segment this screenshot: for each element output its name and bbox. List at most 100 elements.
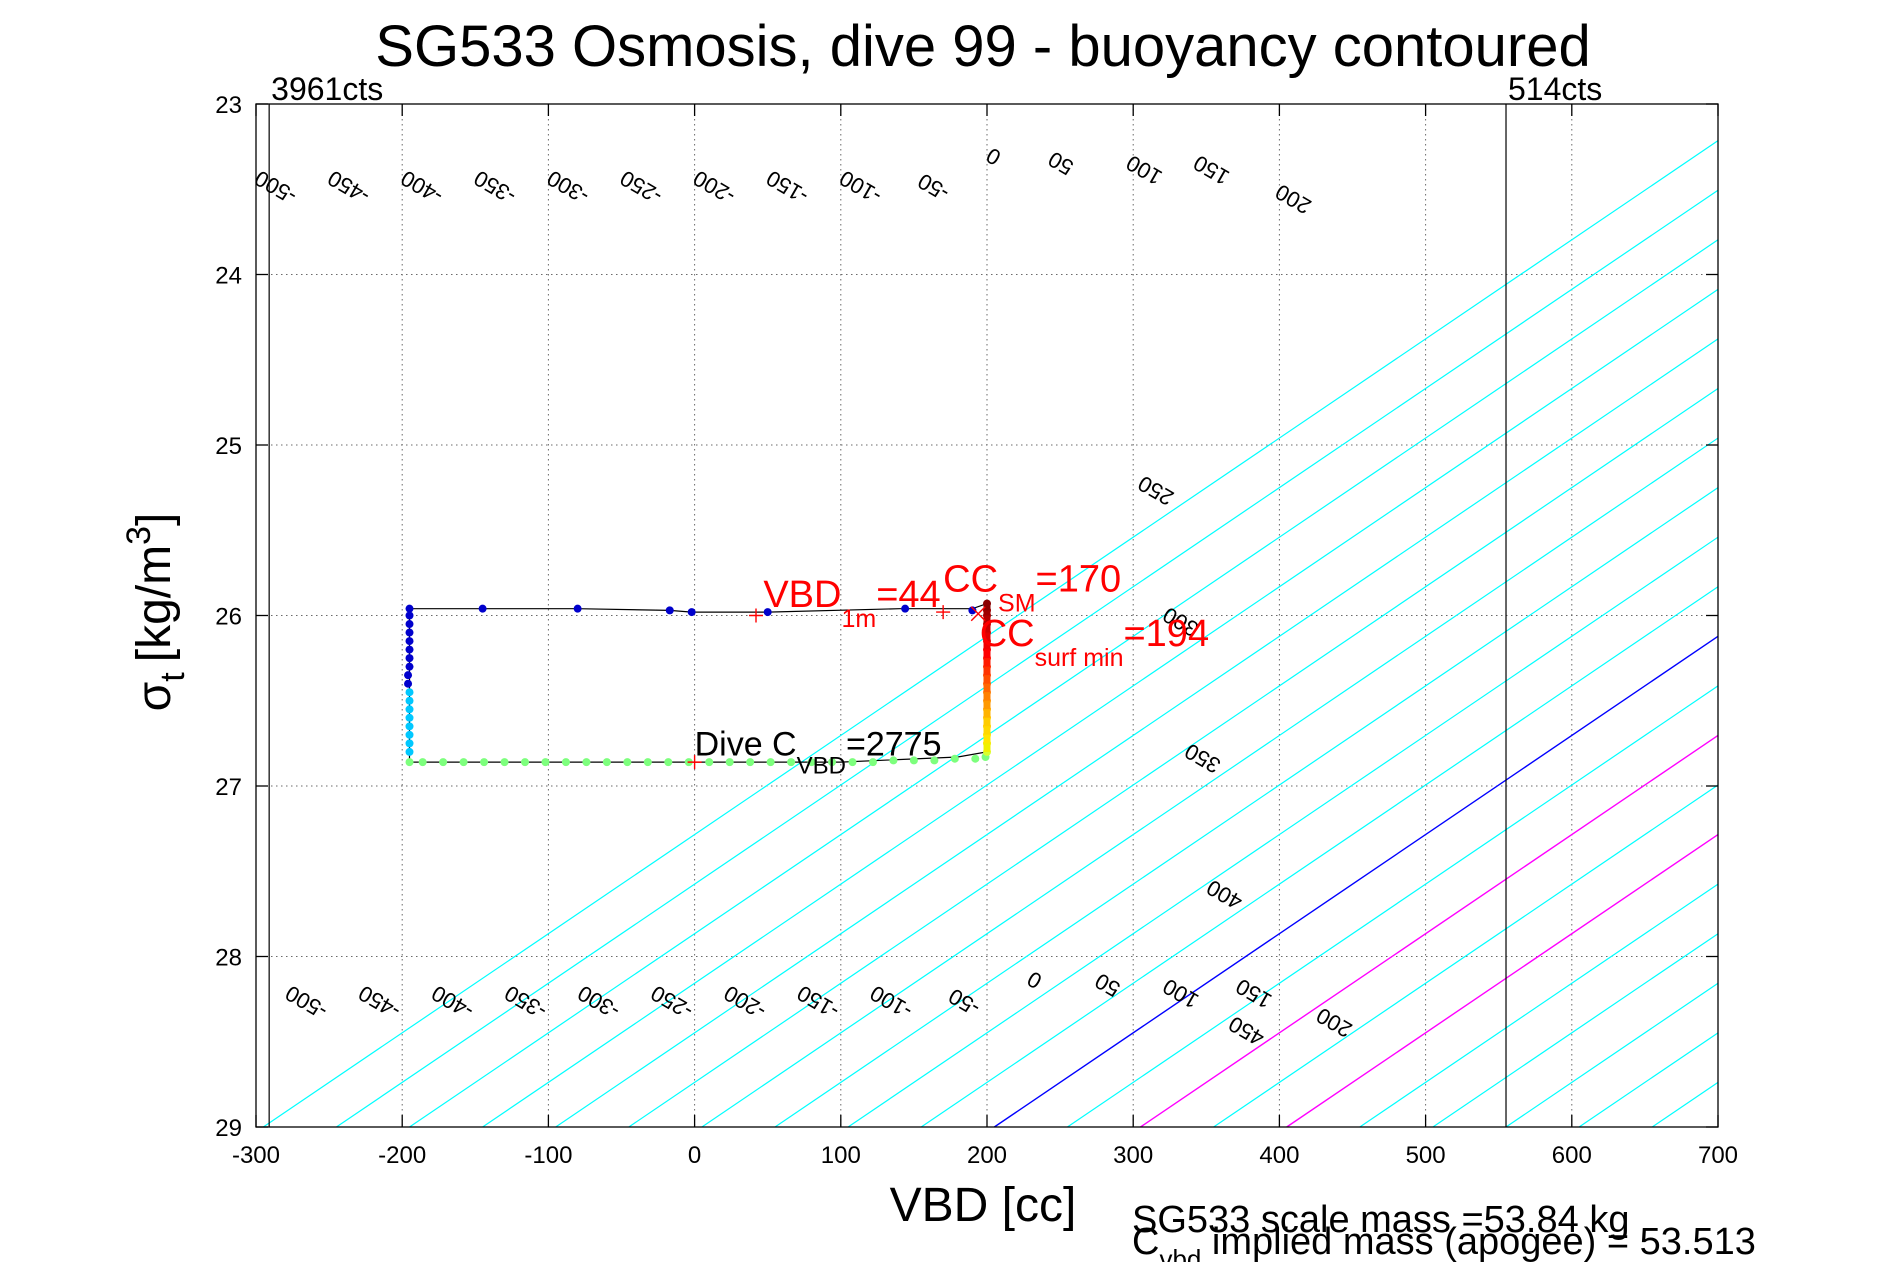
annotation-part: =194: [1123, 613, 1209, 655]
data-point: [405, 696, 414, 705]
contour-line: [1213, 784, 1719, 1128]
y-tick-label: 25: [215, 433, 242, 460]
counts-right-label: 514cts: [1508, 71, 1602, 107]
annotation-label: Dive CVBD=2775: [695, 725, 942, 779]
annotation-label: VBD1m=44: [763, 574, 940, 633]
x-tick-label: 400: [1259, 1142, 1299, 1169]
contour-line: [1359, 883, 1719, 1128]
x-tick-label: 300: [1113, 1142, 1153, 1169]
data-point: [602, 758, 611, 767]
data-point: [404, 671, 413, 680]
annotation-part: =170: [1036, 559, 1122, 601]
chart-title: SG533 Osmosis, dive 99 - buoyancy contou…: [375, 14, 1590, 79]
data-point: [746, 758, 755, 767]
data-point: [889, 756, 898, 765]
data-point: [405, 705, 414, 714]
x-tick-label: 500: [1406, 1142, 1446, 1169]
x-tick-label: 100: [821, 1142, 861, 1169]
data-point: [623, 758, 632, 767]
data-point: [500, 758, 509, 767]
contour-line: [628, 388, 1719, 1128]
data-point: [405, 662, 414, 671]
data-point: [573, 604, 582, 613]
x-tick-label: -100: [524, 1142, 572, 1169]
contour-line: [482, 288, 1719, 1128]
annotation-part: SM: [998, 590, 1036, 618]
data-point: [405, 722, 414, 731]
data-point: [665, 606, 674, 615]
data-point: [478, 604, 487, 613]
y-axis-label: σt [kg/m3]: [120, 513, 192, 712]
annotation-part: surf min: [1035, 644, 1124, 672]
x-tick-label: 200: [967, 1142, 1007, 1169]
annotation-part: CC: [980, 613, 1035, 655]
data-point: [405, 654, 414, 663]
data-point: [405, 637, 414, 646]
contour-line: [1432, 933, 1719, 1128]
y-tick-label: 28: [215, 945, 242, 972]
data-point: [763, 608, 772, 617]
annotation-label: CCsurf min=194: [980, 613, 1209, 672]
plus-marker: [687, 755, 702, 770]
annotation-part: Dive C: [695, 725, 797, 763]
y-axis-label-close: ]: [128, 513, 181, 526]
annotation-part: CC: [943, 559, 998, 601]
x-tick-label: 0: [688, 1142, 701, 1169]
contour-line: [409, 239, 1719, 1128]
data-point: [439, 758, 448, 767]
data-point: [418, 758, 427, 767]
dive-track: [404, 599, 991, 767]
data-point: [405, 739, 414, 748]
annotation-part: =2775: [846, 725, 942, 763]
x-tick-label: 700: [1698, 1142, 1738, 1169]
x-tick-label: -300: [232, 1142, 280, 1169]
contour-line: [920, 586, 1719, 1128]
count-limit-lines: 3961cts 514cts: [268, 71, 1602, 1127]
data-point: [541, 758, 550, 767]
data-point: [725, 758, 734, 767]
y-axis-label-units: [kg/m: [128, 545, 181, 662]
y-axis-label-superscript: 3: [120, 526, 158, 545]
footer-implied-mass-symbol: C: [1132, 1221, 1159, 1262]
data-point: [405, 628, 414, 637]
data-point: [405, 747, 414, 756]
data-point: [405, 730, 414, 739]
data-point: [787, 758, 796, 767]
data-point: [971, 754, 980, 763]
x-marker: [970, 606, 986, 622]
data-point: [868, 758, 877, 767]
contour-line: [1067, 685, 1719, 1128]
data-point: [687, 608, 696, 617]
contour-line: [1505, 982, 1719, 1128]
data-point: [459, 758, 468, 767]
x-tick-label: 600: [1552, 1142, 1592, 1169]
footer-implied-mass-subscript: vbd: [1159, 1244, 1201, 1262]
contour-line: [847, 536, 1719, 1128]
reference-markers: [687, 605, 986, 770]
plus-marker: [749, 608, 764, 623]
data-point: [643, 758, 652, 767]
data-point: [828, 758, 837, 767]
contour-line: [1578, 1032, 1719, 1128]
data-point: [901, 604, 910, 613]
data-point: [405, 611, 414, 620]
annotation-part: VBD: [797, 752, 846, 779]
y-tick-label: 23: [215, 92, 242, 119]
data-point: [480, 758, 489, 767]
contour-line: [1651, 1081, 1719, 1128]
footer-implied-mass-value: implied mass (apogee) = 53.513: [1201, 1221, 1756, 1262]
plus-marker: [936, 605, 951, 620]
data-point: [405, 758, 414, 767]
data-point: [664, 758, 673, 767]
y-axis-label-subscript: t: [154, 672, 192, 682]
y-tick-label: 27: [215, 774, 242, 801]
contour-magenta-line: [1286, 833, 1719, 1128]
annotation-part: =44: [876, 574, 940, 616]
annotation-part: VBD: [763, 574, 841, 616]
data-point: [848, 758, 857, 767]
data-point: [405, 713, 414, 722]
data-point: [405, 688, 414, 697]
contour-line: [774, 487, 1719, 1128]
